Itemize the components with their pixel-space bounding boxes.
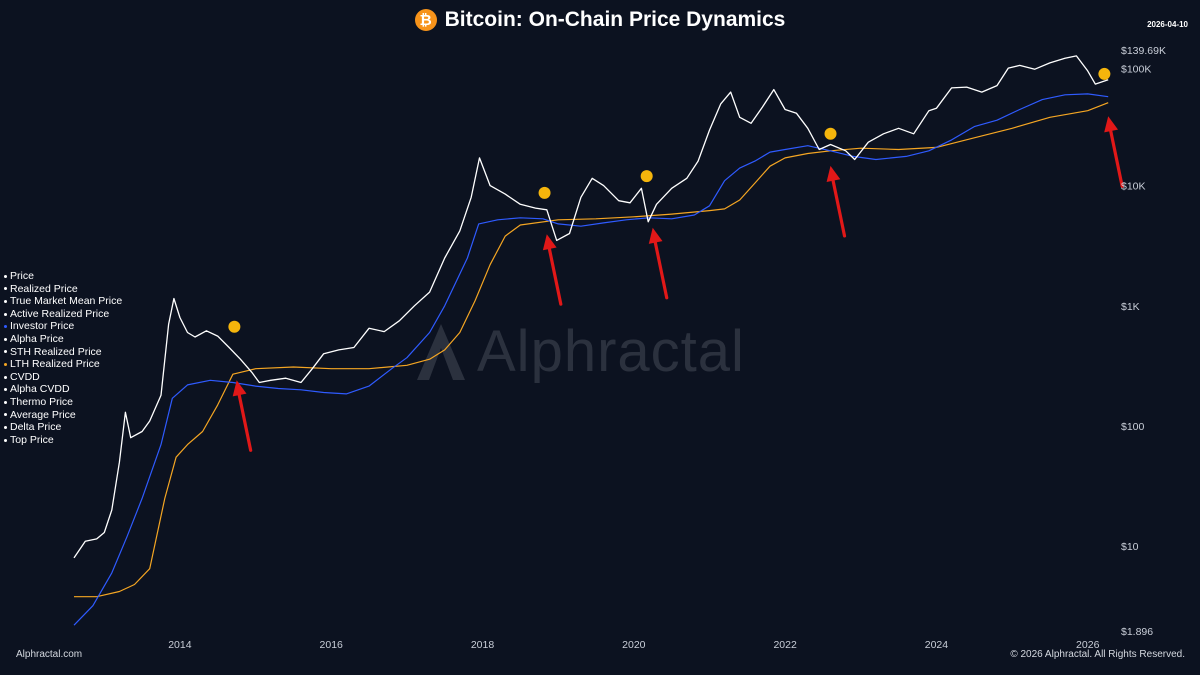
legend-marker-icon: [4, 375, 7, 379]
legend-item[interactable]: Average Price: [4, 409, 122, 422]
legend-marker-icon: [4, 287, 7, 291]
footer-site: Alphractal.com: [16, 649, 83, 660]
legend-item[interactable]: LTH Realized Price: [4, 358, 122, 371]
y-tick-label: $100K: [1121, 63, 1151, 75]
support-arrow: [648, 227, 669, 300]
date-label: 2026-04-10: [1147, 20, 1188, 29]
support-arrow: [232, 380, 253, 452]
legend-label: Realized Price: [10, 282, 78, 295]
legend-label: Investor Price: [10, 320, 75, 333]
series-line-lth-realized-price: [74, 102, 1109, 598]
x-tick-label: 2014: [168, 639, 192, 651]
x-tick-label: 2020: [622, 639, 646, 651]
x-axis: 2014 2016 2018 2020 2022 2024 2026: [168, 639, 1099, 651]
legend-label: STH Realized Price: [10, 345, 102, 358]
y-tick-label: $1K: [1121, 301, 1140, 313]
x-tick-label: 2026: [1076, 639, 1100, 651]
legend-label: Price: [10, 270, 34, 282]
legend-label: Alpha CVDD: [10, 383, 70, 396]
legend-label: Active Realized Price: [10, 307, 110, 320]
legend-item[interactable]: Delta Price: [4, 421, 122, 434]
legend-item[interactable]: Thermo Price: [4, 396, 122, 409]
y-tick-label: $139.69K: [1121, 45, 1166, 57]
legend-item[interactable]: Alpha CVDD: [4, 383, 122, 396]
legend-item[interactable]: CVDD: [4, 371, 122, 384]
support-arrow: [1104, 116, 1124, 188]
legend-marker-icon: [4, 413, 7, 417]
top-marker: [640, 170, 653, 183]
legend-label: Delta Price: [10, 421, 62, 434]
legend-item[interactable]: Realized Price: [4, 283, 122, 296]
y-tick-label: $10: [1121, 541, 1139, 553]
legend-marker-icon: [4, 312, 7, 316]
x-tick-label: 2016: [320, 639, 344, 651]
legend-label: Thermo Price: [10, 395, 74, 408]
watermark-text: Alphractal: [477, 319, 745, 384]
x-tick-label: 2018: [471, 639, 495, 651]
legend-marker-icon: [4, 325, 7, 329]
legend-item[interactable]: Active Realized Price: [4, 308, 122, 321]
legend-label: LTH Realized Price: [10, 358, 100, 371]
top-marker: [824, 127, 837, 140]
legend-label: Average Price: [10, 408, 76, 421]
legend-marker-icon: [4, 388, 7, 392]
support-arrow: [826, 165, 847, 238]
y-axis: $1.896 $10 $100 $1K $10K $100K $139.69K: [1121, 45, 1166, 638]
watermark: Alphractal: [413, 318, 745, 385]
legend-item[interactable]: STH Realized Price: [4, 346, 122, 359]
x-tick-label: 2024: [925, 639, 949, 651]
legend-label: True Market Mean Price: [10, 295, 123, 308]
series-layer: [73, 55, 1109, 626]
support-arrow: [542, 234, 563, 306]
series-line-investor-price: [73, 93, 1109, 626]
alphractal-logo-icon: [417, 323, 465, 380]
chart-title: Bitcoin: On-Chain Price Dynamics: [444, 8, 786, 31]
legend-marker-icon: [4, 425, 7, 429]
top-marker: [228, 320, 241, 333]
y-tick-label: $100: [1121, 421, 1145, 433]
legend-marker-icon: [4, 299, 7, 303]
legend-item[interactable]: Top Price: [4, 434, 122, 447]
legend: Price Realized Price True Market Mean Pric…: [4, 270, 122, 446]
footer-copyright: © 2026 Alphractal. All Rights Reserved.: [1010, 649, 1185, 660]
title-bar: ₿ Bitcoin: On-Chain Price Dynamics: [0, 8, 1200, 32]
legend-marker-icon: [4, 362, 7, 366]
legend-marker-icon: [4, 438, 7, 442]
legend-label: Alpha Price: [10, 332, 64, 345]
legend-label: CVDD: [10, 370, 40, 383]
y-tick-label: $1.896: [1121, 626, 1153, 638]
legend-marker-icon: [4, 274, 7, 278]
top-marker: [538, 186, 551, 199]
legend-label: Top Price: [10, 433, 54, 446]
annotation-layer: [228, 67, 1124, 452]
legend-item[interactable]: True Market Mean Price: [4, 295, 122, 308]
y-tick-label: $10K: [1121, 181, 1146, 193]
legend-marker-icon: [4, 400, 7, 404]
bitcoin-icon: ₿: [414, 9, 437, 31]
legend-item[interactable]: Alpha Price: [4, 333, 122, 346]
top-marker: [1098, 67, 1111, 80]
legend-item[interactable]: Investor Price: [4, 320, 122, 333]
legend-marker-icon: [4, 350, 7, 354]
legend-item[interactable]: Price: [4, 270, 122, 283]
x-tick-label: 2022: [773, 639, 797, 651]
series-line-price: [73, 55, 1109, 559]
legend-marker-icon: [4, 337, 7, 341]
